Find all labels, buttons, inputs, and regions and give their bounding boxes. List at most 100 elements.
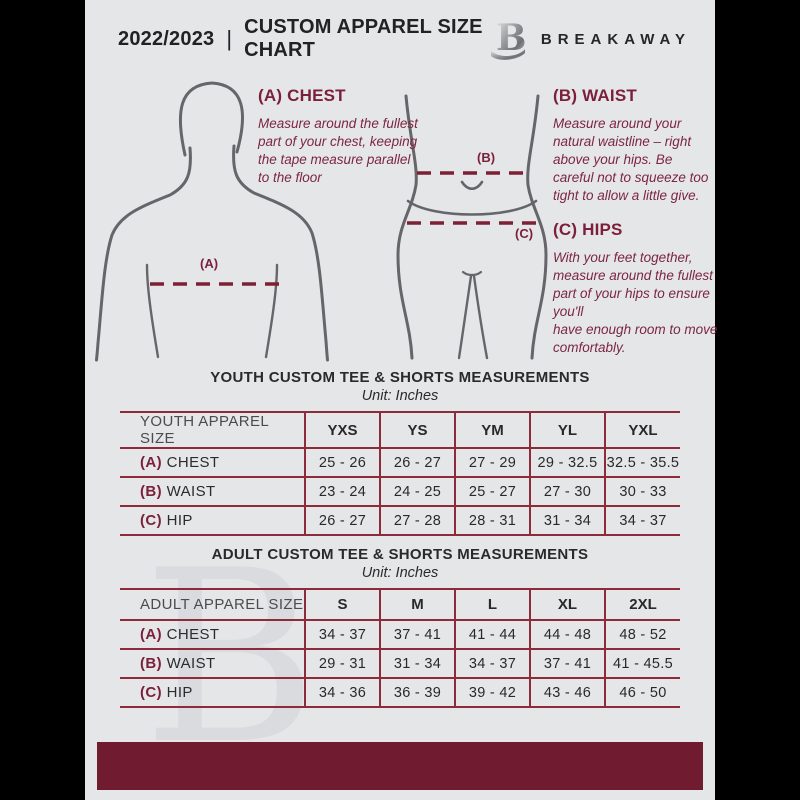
measurement-cell: 29 - 32.5 <box>529 447 605 478</box>
title-divider: | <box>226 26 233 51</box>
measurement-diagrams <box>95 81 548 362</box>
youth-table-title: YOUTH CUSTOM TEE & SHORTS MEASUREMENTS <box>210 369 590 386</box>
measurement-cell: 32.5 - 35.5 <box>604 447 680 478</box>
measurement-cell: 48 - 52 <box>604 619 680 650</box>
adult-size-col-header: ADULT APPAREL SIZE <box>120 588 305 621</box>
instruction-chest-body: Measure around the fullest part of your … <box>258 116 418 185</box>
size-header: XL <box>529 588 605 621</box>
row-label-text: CHEST <box>166 626 220 643</box>
row-label-text: CHEST <box>166 454 220 471</box>
left-shoulder-arm-outline <box>95 146 192 362</box>
row-label-text: WAIST <box>166 483 216 500</box>
adult-header-row: ADULT APPAREL SIZE S M L XL 2XL <box>120 588 680 621</box>
measurement-cell: 34 - 36 <box>304 677 380 708</box>
page-header: 2022/2023 | CUSTOM APPAREL SIZE CHART B <box>85 14 715 64</box>
measurement-cell: 44 - 48 <box>529 619 605 650</box>
logo-letter: B <box>496 17 526 59</box>
right-hip-leg-outline <box>526 94 548 360</box>
navel-mark <box>460 180 484 191</box>
waist-measure-label: (B) <box>477 150 496 165</box>
row-label: (A) CHEST <box>120 619 305 650</box>
measurement-cell: 26 - 27 <box>379 447 455 478</box>
right-inner-arm-line <box>264 263 279 359</box>
chest-measure-label: (A) <box>200 256 219 271</box>
measurement-cell: 31 - 34 <box>379 648 455 679</box>
right-shoulder-arm-outline <box>232 144 329 362</box>
size-header: YXL <box>604 411 680 449</box>
measurement-cell: 37 - 41 <box>529 648 605 679</box>
measurement-cell: 34 - 37 <box>454 648 530 679</box>
size-chart-page: B 2022/2023 | CUSTOM APPAREL SIZE CHART <box>85 0 717 800</box>
row-label: (C) HIP <box>120 505 305 536</box>
measurement-cell: 28 - 31 <box>454 505 530 536</box>
lower-torso-figure <box>396 94 548 360</box>
measurement-cell: 34 - 37 <box>604 505 680 536</box>
instruction-chest: (A) CHEST Measure around the fullest par… <box>258 86 422 187</box>
logo-blade-swoosh <box>490 49 525 60</box>
size-header: M <box>379 588 455 621</box>
measurement-lines <box>150 171 543 286</box>
size-header: YXS <box>304 411 380 449</box>
left-inner-leg-line <box>457 274 473 360</box>
instruction-hips-body: With your feet together, measure around … <box>553 250 718 355</box>
footer-bar <box>97 742 703 790</box>
youth-table-unit: Unit: Inches <box>361 388 439 404</box>
adult-size-table: ADULT APPAREL SIZE S M L XL 2XL (A) CHES… <box>120 588 680 708</box>
table-row-hip: (C) HIP 34 - 36 36 - 39 39 - 42 43 - 46 … <box>120 677 680 708</box>
head-outline <box>178 81 244 157</box>
instruction-hips-heading: (C) HIPS <box>553 220 623 239</box>
measurement-cell: 36 - 39 <box>379 677 455 708</box>
measurement-cell: 25 - 27 <box>454 476 530 507</box>
row-label: (B) WAIST <box>120 648 305 679</box>
row-label: (A) CHEST <box>120 447 305 478</box>
row-label: (B) WAIST <box>120 476 305 507</box>
row-prefix: (B) <box>140 483 163 500</box>
measurement-cell: 41 - 45.5 <box>604 648 680 679</box>
instruction-waist-heading: (B) WAIST <box>553 86 637 105</box>
row-prefix: (A) <box>140 626 163 643</box>
row-label: (C) HIP <box>120 677 305 708</box>
measurement-cell: 31 - 34 <box>529 505 605 536</box>
measurement-cell: 27 - 29 <box>454 447 530 478</box>
measurement-cell: 29 - 31 <box>304 648 380 679</box>
breakaway-logo-icon: B <box>490 17 526 60</box>
table-row-chest: (A) CHEST 34 - 37 37 - 41 41 - 44 44 - 4… <box>120 619 680 650</box>
size-header: YM <box>454 411 530 449</box>
measurement-cell: 30 - 33 <box>604 476 680 507</box>
left-hip-leg-outline <box>396 94 418 360</box>
size-header: S <box>304 588 380 621</box>
adult-table-unit: Unit: Inches <box>361 565 439 581</box>
table-row-hip: (C) HIP 26 - 27 27 - 28 28 - 31 31 - 34 … <box>120 505 680 536</box>
measurement-cell: 23 - 24 <box>304 476 380 507</box>
row-prefix: (B) <box>140 655 163 672</box>
chart-title: CUSTOM APPAREL SIZE CHART <box>244 16 483 61</box>
page-title: 2022/2023 | CUSTOM APPAREL SIZE CHART <box>118 16 486 62</box>
instruction-chest-heading: (A) CHEST <box>258 86 346 105</box>
measurement-cell: 25 - 26 <box>304 447 380 478</box>
brand-block: B BREAKAWAY <box>486 16 691 62</box>
row-prefix: (A) <box>140 454 163 471</box>
brand-name: BREAKAWAY <box>540 30 691 48</box>
measurement-cell: 43 - 46 <box>529 677 605 708</box>
row-label-text: WAIST <box>166 655 216 672</box>
youth-size-table: YOUTH APPAREL SIZE YXS YS YM YL YXL (A) … <box>120 411 680 536</box>
instruction-waist: (B) WAIST Measure around your natural wa… <box>553 86 711 205</box>
left-inner-arm-line <box>145 263 160 359</box>
measurement-cell: 41 - 44 <box>454 619 530 650</box>
season-label: 2022/2023 <box>118 27 215 50</box>
measurement-cell: 24 - 25 <box>379 476 455 507</box>
hips-measure-label: (C) <box>515 226 534 241</box>
front-torso-figure <box>95 81 329 362</box>
instruction-hips: (C) HIPS With your feet together, measur… <box>553 220 719 357</box>
table-row-waist: (B) WAIST 29 - 31 31 - 34 34 - 37 37 - 4… <box>120 648 680 679</box>
measurement-cell: 26 - 27 <box>304 505 380 536</box>
measurement-cell: 34 - 37 <box>304 619 380 650</box>
row-prefix: (C) <box>140 512 163 529</box>
youth-header-row: YOUTH APPAREL SIZE YXS YS YM YL YXL <box>120 411 680 449</box>
table-row-chest: (A) CHEST 25 - 26 26 - 27 27 - 29 29 - 3… <box>120 447 680 478</box>
adult-table-title: ADULT CUSTOM TEE & SHORTS MEASUREMENTS <box>211 546 589 563</box>
size-header: 2XL <box>604 588 680 621</box>
row-label-text: HIP <box>166 512 193 529</box>
size-header: YL <box>529 411 605 449</box>
